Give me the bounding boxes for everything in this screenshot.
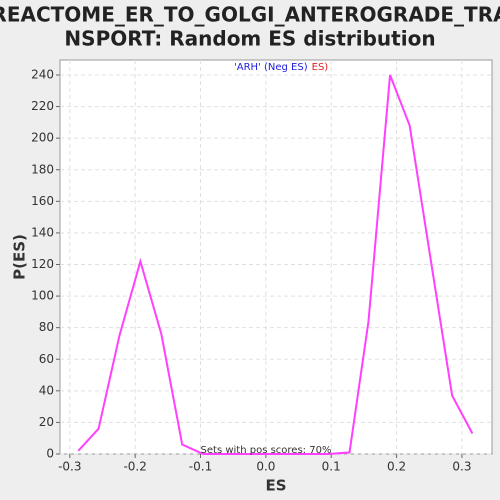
x-tick-label: 0.3 [452,460,471,474]
y-tick-label: 240 [31,68,54,82]
y-tick-label: 60 [39,352,54,366]
y-tick-label: 80 [39,320,54,334]
y-tick-label: 140 [31,225,54,239]
y-tick-label: 220 [31,99,54,113]
y-tick-label: 120 [31,257,54,271]
x-tick-label: 0.1 [322,460,341,474]
legend-entry: 'ARH' (Neg ES) [234,62,308,73]
chart-title: NSPORT: Random ES distribution [64,27,435,51]
y-tick-label: 20 [39,415,54,429]
chart-title: REACTOME_ER_TO_GOLGI_ANTEROGRADE_TRA [0,3,500,27]
y-tick-label: 180 [31,162,54,176]
y-tick-label: 100 [31,289,54,303]
y-tick-label: 160 [31,194,54,208]
x-axis-label: ES [265,477,286,495]
plot-area [59,59,493,455]
y-tick-label: 40 [39,383,54,397]
x-tick-label: 0.2 [387,460,406,474]
x-tick-label: -0.3 [58,460,81,474]
es-line [77,74,474,455]
y-axis-label: P(ES) [11,234,29,280]
y-tick-label: 0 [46,447,54,461]
annotation: Sets with pos scores: 70% [201,445,332,456]
x-tick-label: -0.2 [123,460,146,474]
legend-entry: ES) [312,62,329,73]
x-tick-label: 0.0 [256,460,275,474]
x-tick-label: -0.1 [189,460,212,474]
y-tick-label: 200 [31,131,54,145]
